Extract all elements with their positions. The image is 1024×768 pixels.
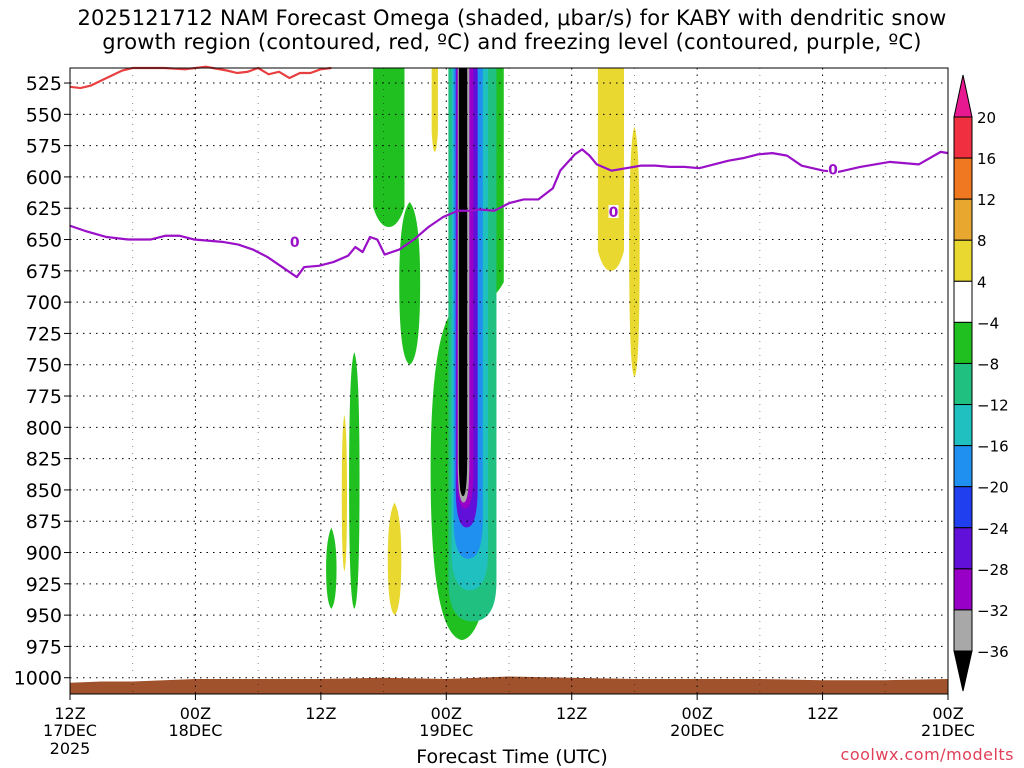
colorbar-label: −36 [977, 643, 1009, 661]
freezing-level-contour: 0 0 0 [69, 148, 949, 279]
colorbar-label: 16 [977, 150, 996, 168]
y-tick-label: 575 [26, 136, 62, 158]
colorbar-label: −12 [977, 397, 1009, 415]
colorbar-label: −20 [977, 479, 1009, 497]
y-tick-label: 750 [26, 355, 62, 377]
y-tick-label: 825 [26, 449, 62, 471]
y-tick-label: 900 [26, 543, 62, 565]
omega-region [431, 68, 438, 152]
surface-terrain [70, 676, 948, 694]
omega-region [349, 352, 360, 609]
omega-core-layer [458, 68, 468, 497]
colorbar-label: −4 [977, 314, 999, 332]
omega-region [326, 527, 337, 609]
colorbar-label: −28 [977, 561, 1009, 579]
colorbar-top-arrow [953, 74, 973, 118]
colorbar-band [953, 609, 973, 652]
x-tick-label: 00Z [180, 704, 211, 723]
omega-region [399, 201, 421, 365]
y-tick-label: 525 [26, 73, 62, 95]
x-tick-label: 19DEC [419, 721, 473, 740]
x-tick-label: 00Z [431, 704, 462, 723]
colorbar-band [953, 568, 973, 611]
x-tick-label: 00Z [932, 704, 963, 723]
x-tick-label: 00Z [681, 704, 712, 723]
colorbar-label: 20 [977, 109, 996, 127]
omega-region [341, 414, 347, 572]
y-tick-label: 975 [26, 636, 62, 658]
colorbar-band [953, 116, 973, 159]
y-tick-label: 650 [26, 230, 62, 252]
surface-terrain-fill [70, 676, 948, 694]
colorbar-band [953, 280, 973, 323]
colorbar-band [953, 445, 973, 488]
freezing-level-label: 0 [828, 162, 838, 178]
y-tick-label: 625 [26, 198, 62, 220]
freezing-level-line [69, 148, 949, 279]
colorbar-label: −16 [977, 438, 1009, 456]
omega-region [387, 502, 402, 616]
colorbar-label: −8 [977, 355, 999, 373]
x-tick-label: 18DEC [168, 721, 222, 740]
dgz-contour [69, 65, 332, 90]
y-tick-label: 850 [26, 480, 62, 502]
freezing-label-bg [608, 204, 619, 218]
colorbar-label: 8 [977, 232, 987, 250]
x-tick-label: 12Z [54, 704, 85, 723]
chart-title: 2025121712 NAM Forecast Omega (shaded, μ… [0, 6, 1024, 54]
y-tick-label: 725 [26, 323, 62, 345]
colorbar-band [953, 157, 973, 200]
x-axis-title: Forecast Time (UTC) [416, 746, 608, 768]
colorbar-band [953, 527, 973, 570]
omega-region [629, 126, 640, 378]
x-tick-label: 12Z [305, 704, 336, 723]
x-tick-label: 12Z [807, 704, 838, 723]
x-tick-label: 17DEC [43, 721, 97, 740]
colorbar-label: 4 [977, 273, 987, 291]
freezing-label-bg [289, 235, 300, 249]
y-tick-label: 1000 [14, 668, 62, 690]
credit-link[interactable]: coolwx.com/modelts [840, 745, 1014, 764]
omega-region [373, 68, 405, 228]
y-tick-label: 950 [26, 605, 62, 627]
freezing-level-label: 0 [290, 235, 300, 251]
y-tick-label: 675 [26, 261, 62, 283]
chart-title-line2: growth region (contoured, red, ºC) and f… [102, 30, 922, 54]
freezing-label-bg [828, 162, 839, 176]
colorbar-label: −32 [977, 602, 1009, 620]
y-tick-label: 800 [26, 417, 62, 439]
colorbar-band [953, 321, 973, 364]
y-tick-label: 550 [26, 104, 62, 126]
colorbar-band [953, 362, 973, 406]
grid-lines [70, 68, 948, 694]
omega-shading [326, 68, 640, 641]
y-tick-label: 775 [26, 386, 62, 408]
colorbar-bottom-arrow [953, 650, 973, 692]
colorbar-band [953, 404, 973, 447]
y-tick-label: 600 [26, 167, 62, 189]
x-tick-label: 21DEC [921, 721, 975, 740]
dgz-contour-line [69, 65, 332, 90]
colorbar-label: 12 [977, 191, 996, 209]
freezing-level-label: 0 [609, 205, 619, 221]
colorbar: 20 16 12 8 4 −4 −8 −12 −16 −20 −24 −28 −32 −36 [953, 74, 1009, 692]
x-tick-label: 12Z [556, 704, 587, 723]
x-tick-label: 2025 [50, 739, 91, 758]
y-axis: 525 550 575 600 625 650 675 700 725 750 775 800 825 8… [14, 73, 70, 690]
colorbar-band [953, 239, 973, 282]
y-tick-label: 700 [26, 292, 62, 314]
colorbar-band [953, 486, 973, 529]
colorbar-label: −24 [977, 520, 1009, 538]
x-tick-label: 20DEC [670, 721, 724, 740]
y-tick-label: 925 [26, 574, 62, 596]
chart-title-line1: 2025121712 NAM Forecast Omega (shaded, μ… [77, 6, 947, 30]
plot-frame [69, 67, 949, 695]
colorbar-band [953, 198, 973, 241]
y-tick-label: 875 [26, 511, 62, 533]
